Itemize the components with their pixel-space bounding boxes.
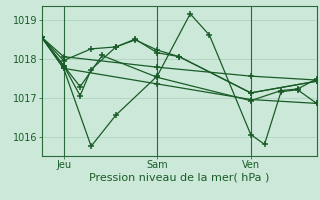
X-axis label: Pression niveau de la mer( hPa ): Pression niveau de la mer( hPa ) <box>89 173 269 183</box>
